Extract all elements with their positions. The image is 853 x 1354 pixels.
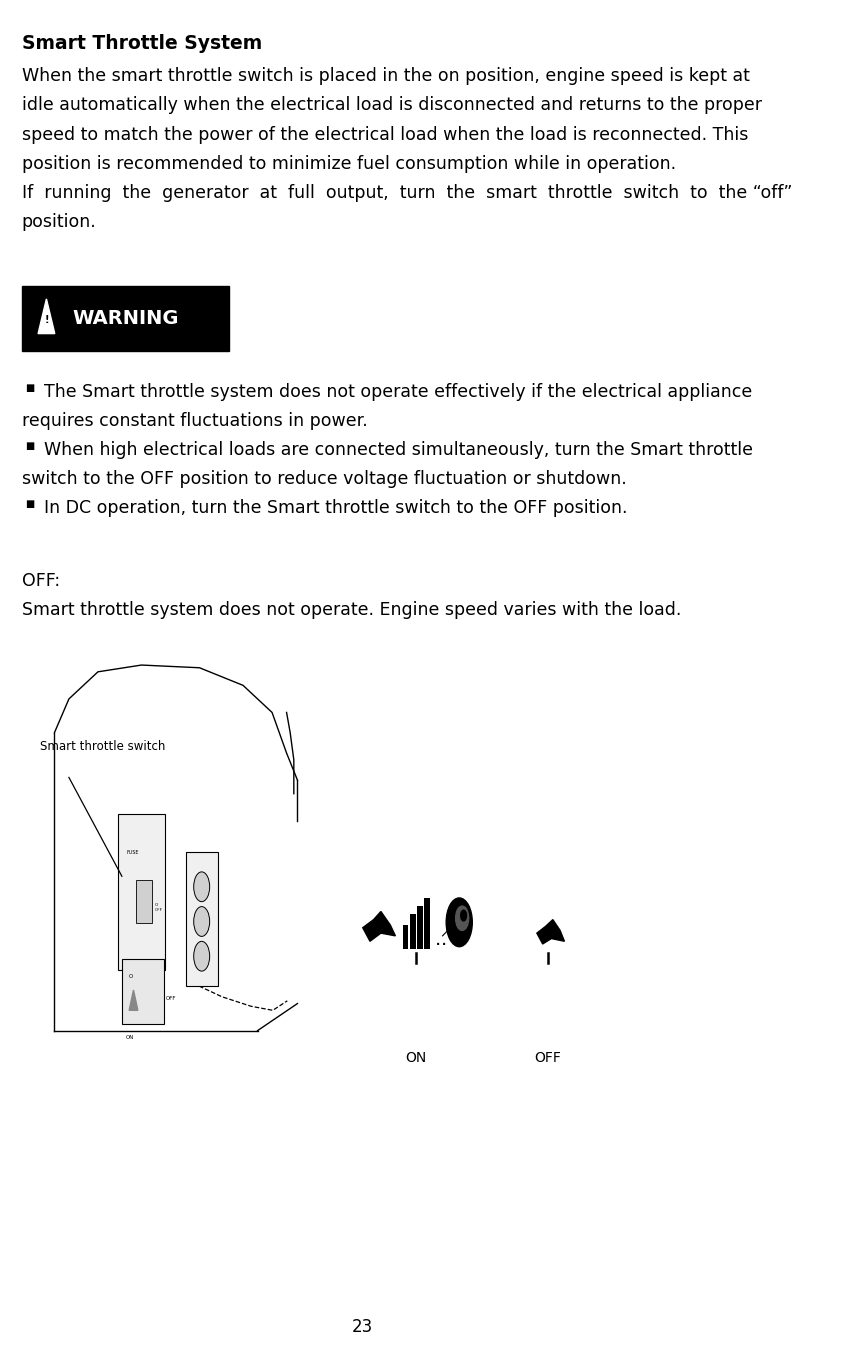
FancyBboxPatch shape: [402, 925, 408, 949]
Text: FUSE: FUSE: [127, 850, 139, 856]
Polygon shape: [363, 911, 395, 941]
Text: When the smart throttle switch is placed in the on position, engine speed is kep: When the smart throttle switch is placed…: [21, 68, 749, 85]
Circle shape: [194, 941, 210, 971]
Circle shape: [445, 898, 472, 946]
FancyBboxPatch shape: [424, 898, 430, 949]
FancyBboxPatch shape: [416, 906, 422, 949]
Text: Smart throttle switch: Smart throttle switch: [40, 739, 165, 753]
Text: Smart throttle system does not operate. Engine speed varies with the load.: Smart throttle system does not operate. …: [21, 601, 681, 619]
Text: ■: ■: [26, 500, 35, 509]
Circle shape: [460, 910, 466, 921]
Text: The Smart throttle system does not operate effectively if the electrical applian: The Smart throttle system does not opera…: [21, 383, 751, 401]
Text: OFF: OFF: [166, 995, 177, 1001]
FancyBboxPatch shape: [122, 959, 164, 1024]
Text: OFF: OFF: [534, 1051, 560, 1066]
Text: requires constant fluctuations in power.: requires constant fluctuations in power.: [21, 412, 367, 429]
Polygon shape: [537, 919, 564, 944]
Polygon shape: [38, 299, 55, 333]
Text: switch to the OFF position to reduce voltage fluctuation or shutdown.: switch to the OFF position to reduce vol…: [21, 470, 626, 487]
Text: O: O: [128, 974, 132, 979]
Text: ■: ■: [26, 441, 35, 451]
Polygon shape: [129, 990, 137, 1010]
Circle shape: [194, 872, 210, 902]
Text: position is recommended to minimize fuel consumption while in operation.: position is recommended to minimize fuel…: [21, 154, 675, 173]
Text: ON: ON: [404, 1051, 426, 1066]
Circle shape: [194, 907, 210, 937]
Text: speed to match the power of the electrical load when the load is reconnected. Th: speed to match the power of the electric…: [21, 126, 747, 144]
Text: position.: position.: [21, 213, 96, 232]
FancyBboxPatch shape: [409, 914, 415, 949]
Text: !: !: [44, 314, 49, 325]
Text: idle automatically when the electrical load is disconnected and returns to the p: idle automatically when the electrical l…: [21, 96, 761, 115]
Text: If  running  the  generator  at  full  output,  turn  the  smart  throttle  swit: If running the generator at full output,…: [21, 184, 792, 202]
Text: 23: 23: [351, 1319, 373, 1336]
Text: WARNING: WARNING: [73, 309, 179, 328]
Text: ON: ON: [125, 1034, 134, 1040]
Text: When high electrical loads are connected simultaneously, turn the Smart throttle: When high electrical loads are connected…: [21, 441, 751, 459]
Text: .: .: [435, 930, 441, 949]
Text: In DC operation, turn the Smart throttle switch to the OFF position.: In DC operation, turn the Smart throttle…: [21, 500, 627, 517]
Text: ■: ■: [26, 383, 35, 393]
Text: Smart Throttle System: Smart Throttle System: [21, 34, 262, 53]
Circle shape: [456, 906, 468, 930]
Text: OFF:: OFF:: [21, 571, 60, 590]
FancyBboxPatch shape: [118, 814, 165, 969]
FancyBboxPatch shape: [185, 852, 218, 986]
Text: .: .: [440, 930, 446, 949]
FancyBboxPatch shape: [21, 286, 229, 351]
FancyBboxPatch shape: [136, 880, 152, 923]
Text: O
OFF: O OFF: [154, 903, 162, 911]
